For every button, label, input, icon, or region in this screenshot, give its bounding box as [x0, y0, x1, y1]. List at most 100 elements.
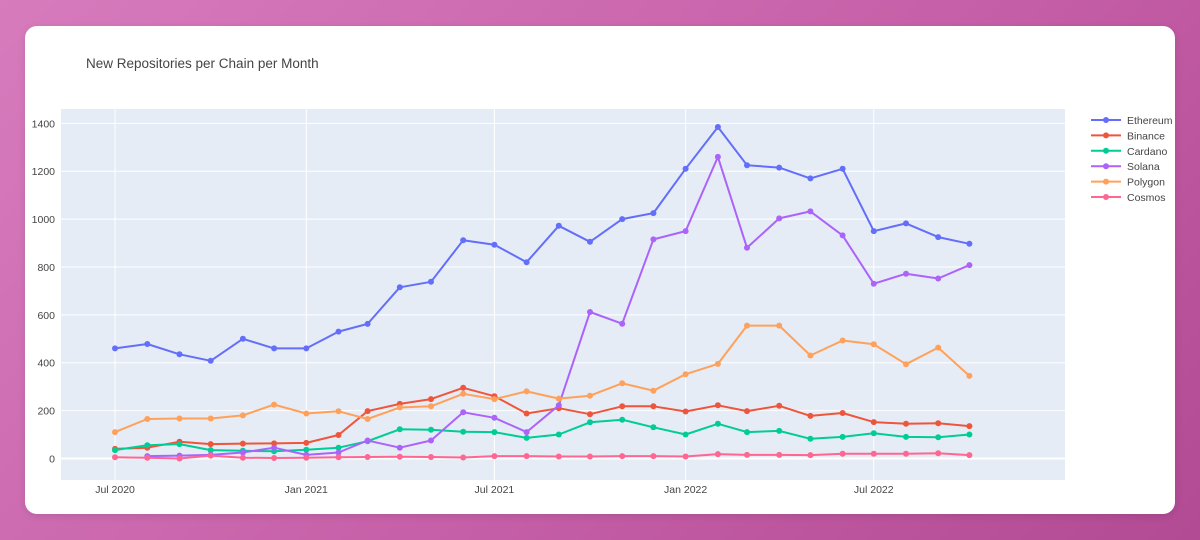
binance-point: [239, 440, 246, 447]
polygon-point: [207, 415, 214, 422]
polygon-point: [619, 380, 626, 387]
polygon-point: [650, 387, 657, 394]
legend-marker: [1103, 163, 1109, 170]
ethereum-point: [271, 345, 278, 352]
polygon-point: [903, 361, 909, 368]
legend-marker: [1103, 178, 1109, 185]
ethereum-point: [935, 234, 942, 241]
x-tick-label: Jul 2020: [95, 484, 135, 496]
cosmos-point: [176, 455, 183, 462]
ethereum-point: [714, 124, 721, 130]
solana-point: [491, 414, 498, 421]
series-polygon: [112, 322, 973, 436]
y-tick-label: 200: [37, 406, 55, 418]
cosmos-point: [682, 453, 689, 460]
cardano-point: [523, 434, 530, 441]
ethereum-point: [619, 216, 626, 223]
x-tick-label: Jan 2021: [285, 484, 328, 496]
cosmos-line: [114, 452, 970, 460]
cardano-point: [303, 446, 310, 453]
ethereum-point: [428, 278, 434, 285]
binance-point: [587, 411, 593, 418]
cardano-point: [776, 427, 783, 434]
legend-label: Cosmos: [1127, 192, 1166, 204]
solana-point: [619, 320, 626, 327]
cosmos-point: [112, 454, 118, 461]
cosmos-point: [555, 453, 562, 460]
polygon-point: [303, 410, 310, 417]
cosmos-point: [523, 453, 530, 460]
solana-point: [682, 228, 689, 235]
legend-marker: [1103, 194, 1109, 200]
cosmos-point: [650, 453, 657, 460]
cardano-point: [428, 426, 434, 433]
binance-point: [428, 396, 434, 403]
cardano-point: [744, 429, 750, 436]
ethereum-point: [776, 164, 783, 171]
legend-item-cosmos[interactable]: Cosmos: [1091, 192, 1166, 204]
binance-point: [303, 439, 310, 446]
ethereum-point: [966, 240, 973, 247]
binance-point: [744, 408, 750, 415]
polygon-point: [460, 390, 467, 397]
ethereum-point: [650, 210, 657, 217]
cosmos-point: [207, 452, 214, 459]
y-tick-label: 0: [49, 453, 55, 465]
solana-point: [555, 402, 562, 409]
cosmos-point: [587, 453, 593, 460]
cosmos-point: [744, 451, 750, 458]
polygon-point: [239, 412, 246, 419]
cosmos-point: [335, 454, 342, 461]
polygon-point: [682, 371, 689, 378]
cardano-point: [870, 430, 877, 437]
cardano-point: [176, 441, 183, 448]
cosmos-point: [966, 452, 973, 459]
cardano-point: [650, 424, 657, 431]
binance-point: [935, 420, 942, 427]
legend-label: Solana: [1127, 161, 1160, 173]
cardano-point: [619, 416, 626, 423]
cardano-point: [491, 429, 498, 436]
legend[interactable]: Ethereum Binance Cardano Solana Polygon Cosmo…: [1091, 115, 1173, 204]
legend-item-solana[interactable]: Solana: [1091, 161, 1160, 173]
ethereum-point: [744, 162, 750, 169]
legend-item-binance[interactable]: Binance: [1091, 130, 1165, 142]
binance-point: [903, 420, 909, 427]
binance-point: [207, 441, 214, 448]
solana-point: [396, 444, 403, 451]
ethereum-point: [239, 335, 246, 342]
solana-point: [460, 409, 467, 416]
binance-point: [966, 423, 973, 430]
cardano-point: [966, 431, 973, 438]
cardano-point: [144, 442, 151, 449]
series-lines: [112, 124, 973, 462]
ethereum-point: [870, 228, 877, 235]
cardano-point: [682, 431, 689, 438]
binance-line: [114, 386, 970, 450]
cardano-point: [335, 444, 342, 451]
y-tick-label: 1000: [32, 214, 56, 226]
cardano-point: [807, 435, 814, 442]
legend-item-polygon[interactable]: Polygon: [1091, 177, 1165, 189]
polygon-point: [396, 404, 403, 411]
legend-item-ethereum[interactable]: Ethereum: [1091, 115, 1173, 127]
cosmos-point: [428, 454, 434, 460]
x-tick-label: Jan 2022: [664, 484, 707, 496]
polygon-point: [714, 360, 721, 367]
legend-item-cardano[interactable]: Cardano: [1091, 146, 1167, 158]
cosmos-point: [491, 453, 498, 460]
polygon-line: [114, 324, 971, 434]
polygon-point: [839, 337, 846, 344]
y-tick-label: 400: [37, 358, 55, 370]
cosmos-point: [619, 453, 626, 460]
x-tick-label: Jul 2022: [854, 484, 894, 496]
ethereum-point: [144, 341, 151, 347]
ethereum-point: [112, 345, 118, 352]
y-tick-label: 1400: [32, 118, 56, 130]
solana-point: [903, 270, 909, 277]
cardano-point: [396, 426, 403, 433]
ethereum-point: [396, 284, 403, 291]
ethereum-point: [460, 237, 467, 244]
ethereum-point: [176, 351, 183, 358]
polygon-point: [966, 372, 973, 379]
